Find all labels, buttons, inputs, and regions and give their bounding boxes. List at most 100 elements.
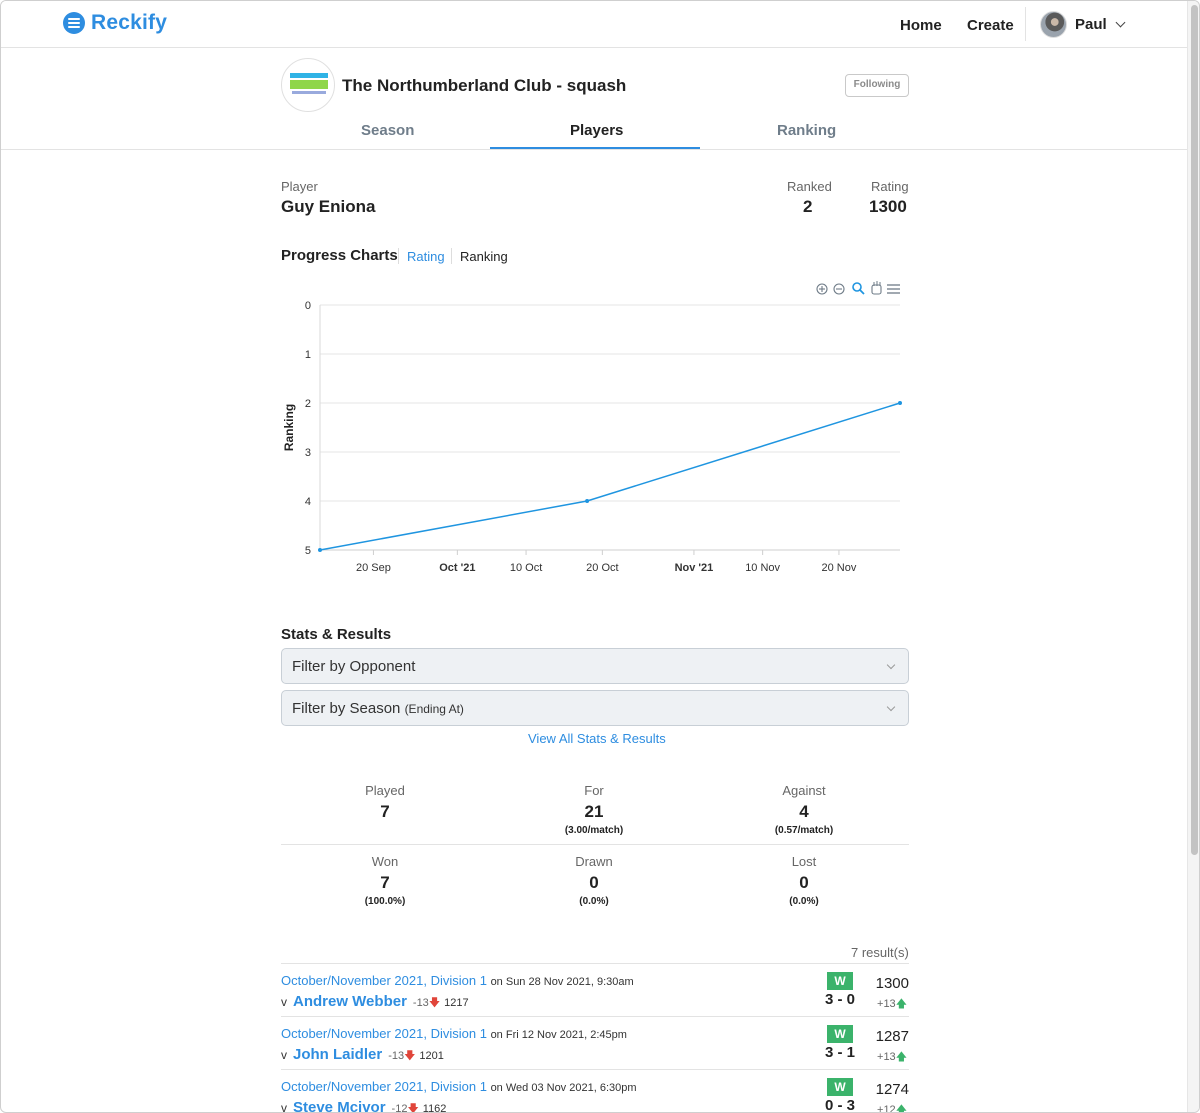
ranked-label: Ranked	[787, 179, 832, 194]
opponent-rating-delta: -13	[412, 997, 429, 1009]
result-row: October/November 2021, Division 1 on Sun…	[281, 963, 909, 1016]
competition-link[interactable]: October/November 2021, Division 1	[281, 1079, 487, 1094]
stat-played: Played 7	[365, 783, 405, 821]
x-tick-label: Nov '21	[675, 562, 714, 574]
versus-label: v	[281, 1101, 287, 1113]
brand-logo[interactable]: Reckify	[63, 11, 167, 35]
data-point	[318, 548, 322, 552]
opponent-rating: 1162	[422, 1103, 447, 1113]
ranked-value: 2	[803, 197, 813, 216]
stats-results-title: Stats & Results	[281, 626, 392, 643]
y-tick-label: 1	[305, 349, 311, 361]
chart-tab-rating[interactable]: Rating	[407, 249, 445, 264]
player-label: Player	[281, 179, 318, 194]
stat-against: Against 4 (0.57/match)	[774, 783, 834, 836]
arrow-up-icon: 🡅	[895, 1104, 907, 1113]
club-tabs: Season Players Ranking	[1, 114, 1187, 150]
x-tick-label: 20 Nov	[822, 562, 857, 574]
user-menu[interactable]: Paul	[1040, 11, 1126, 38]
view-all-stats-link[interactable]: View All Stats & Results	[528, 731, 666, 746]
filter-opponent-label: Filter by Opponent	[292, 658, 416, 675]
zoom-out-icon	[833, 283, 845, 295]
stats-divider	[281, 844, 909, 845]
divider	[398, 248, 399, 264]
stat-won: Won 7 (100.0%)	[364, 854, 406, 907]
competition-link[interactable]: October/November 2021, Division 1	[281, 973, 487, 988]
tab-ranking[interactable]: Ranking	[777, 122, 837, 139]
y-tick-label: 0	[305, 300, 311, 312]
result-row: October/November 2021, Division 1 on Fri…	[281, 1016, 909, 1069]
match-date: on Sun 28 Nov 2021, 9:30am	[490, 976, 634, 988]
tab-players[interactable]: Players	[570, 122, 624, 139]
competition-link[interactable]: October/November 2021, Division 1	[281, 1026, 487, 1041]
ranking-progress-chart: 0 1 2 3 4 5 20 Sep Oct '21 10 Oct 20 Oct Nov '21 10…	[282, 281, 902, 574]
result-count: 7 result(s)	[851, 945, 909, 960]
following-button[interactable]: Following	[845, 74, 909, 97]
chart-tab-ranking[interactable]: Ranking	[460, 249, 508, 264]
result-row: October/November 2021, Division 1 on Wed…	[281, 1069, 909, 1113]
player-name: Guy Eniona	[281, 197, 376, 216]
magnifier-icon-handle	[859, 289, 865, 295]
opponent-rating-delta: -12	[391, 1103, 408, 1113]
versus-label: v	[281, 995, 287, 1009]
y-axis-label: Ranking	[282, 404, 296, 451]
nav-divider	[1025, 7, 1026, 41]
arrow-up-icon: 🡅	[895, 998, 907, 1010]
filter-season-label: Filter by Season (Ending At)	[292, 700, 464, 717]
filter-season-select[interactable]: Filter by Season (Ending At)	[281, 690, 909, 726]
match-score: 0 - 3	[824, 1097, 855, 1113]
data-point	[898, 401, 902, 405]
x-tick-label: 10 Nov	[745, 562, 780, 574]
arrow-down-icon: 🡇	[404, 1050, 416, 1062]
nav-create-link[interactable]: Create	[967, 17, 1014, 34]
tab-season[interactable]: Season	[361, 122, 415, 139]
user-name: Paul	[1075, 16, 1107, 33]
y-tick-label: 5	[305, 545, 311, 557]
filter-opponent-select[interactable]: Filter by Opponent	[281, 648, 909, 684]
nav-home-link[interactable]: Home	[900, 17, 942, 34]
y-tick-label: 2	[305, 398, 311, 410]
opponent-link[interactable]: Andrew Webber	[293, 993, 407, 1010]
x-tick-label: 20 Oct	[586, 562, 618, 574]
zoom-in-icon	[816, 283, 828, 295]
chevron-down-icon	[886, 702, 896, 712]
rating-gain: +13🡅	[877, 998, 907, 1010]
series-line	[319, 402, 901, 551]
rating-label: Rating	[871, 179, 909, 194]
divider	[451, 248, 452, 264]
arrow-down-icon: 🡇	[407, 1103, 419, 1113]
top-navbar: Reckify Home Create Paul	[1, 1, 1187, 48]
new-rating: 1300	[875, 975, 909, 992]
x-tick-label: Oct '21	[439, 562, 475, 574]
match-score: 3 - 1	[824, 1044, 855, 1061]
stat-for: For 21 (3.00/match)	[564, 783, 624, 836]
opponent-link[interactable]: Steve Mcivor	[293, 1099, 386, 1113]
chevron-down-icon	[886, 660, 896, 670]
data-point	[585, 499, 590, 503]
y-tick-label: 4	[305, 496, 311, 508]
opponent-rating: 1201	[419, 1050, 444, 1062]
active-tab-indicator	[490, 147, 700, 149]
y-tick-label: 3	[305, 447, 311, 459]
club-logo	[281, 58, 335, 112]
stat-drawn: Drawn 0 (0.0%)	[575, 854, 613, 907]
brand-name: Reckify	[91, 11, 168, 34]
page-scrollbar[interactable]	[1187, 1, 1199, 1112]
win-badge: W	[827, 1078, 853, 1096]
avatar	[1040, 11, 1067, 38]
opponent-link[interactable]: John Laidler	[293, 1046, 383, 1063]
list-icon	[63, 12, 85, 34]
chevron-down-icon	[1115, 17, 1126, 28]
opponent-rating: 1217	[444, 997, 469, 1009]
new-rating: 1287	[875, 1028, 909, 1045]
win-badge: W	[827, 972, 853, 990]
match-date: on Fri 12 Nov 2021, 2:45pm	[490, 1029, 627, 1041]
versus-label: v	[281, 1048, 287, 1062]
x-tick-label: 20 Sep	[356, 562, 391, 574]
x-tick-label: 10 Oct	[510, 562, 542, 574]
arrow-up-icon: 🡅	[895, 1051, 907, 1063]
rating-gain: +13🡅	[877, 1051, 907, 1063]
new-rating: 1274	[875, 1081, 909, 1098]
scrollbar-thumb[interactable]	[1191, 5, 1198, 855]
